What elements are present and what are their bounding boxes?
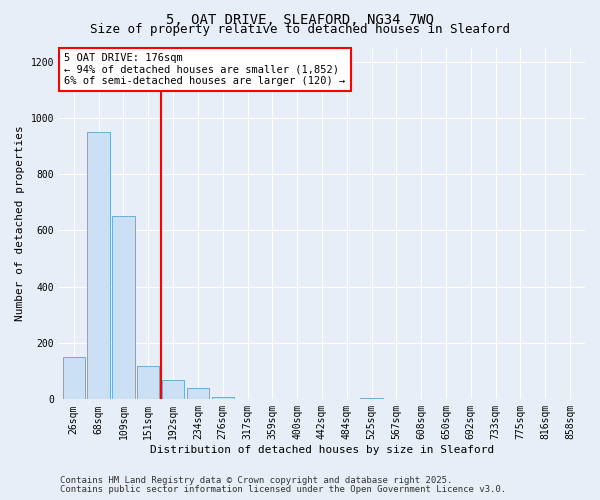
- Text: 5, OAT DRIVE, SLEAFORD, NG34 7WQ: 5, OAT DRIVE, SLEAFORD, NG34 7WQ: [166, 12, 434, 26]
- X-axis label: Distribution of detached houses by size in Sleaford: Distribution of detached houses by size …: [150, 445, 494, 455]
- Bar: [88, 132, 110, 400]
- Bar: [187, 388, 209, 400]
- Text: Contains public sector information licensed under the Open Government Licence v3: Contains public sector information licen…: [60, 484, 506, 494]
- Text: Size of property relative to detached houses in Sleaford: Size of property relative to detached ho…: [90, 22, 510, 36]
- Y-axis label: Number of detached properties: Number of detached properties: [15, 126, 25, 322]
- Bar: [112, 216, 134, 400]
- Text: 5 OAT DRIVE: 176sqm
← 94% of detached houses are smaller (1,852)
6% of semi-deta: 5 OAT DRIVE: 176sqm ← 94% of detached ho…: [64, 53, 346, 86]
- Bar: [361, 398, 383, 400]
- Bar: [62, 357, 85, 400]
- Bar: [212, 396, 234, 400]
- Text: Contains HM Land Registry data © Crown copyright and database right 2025.: Contains HM Land Registry data © Crown c…: [60, 476, 452, 485]
- Bar: [137, 366, 160, 400]
- Bar: [162, 380, 184, 400]
